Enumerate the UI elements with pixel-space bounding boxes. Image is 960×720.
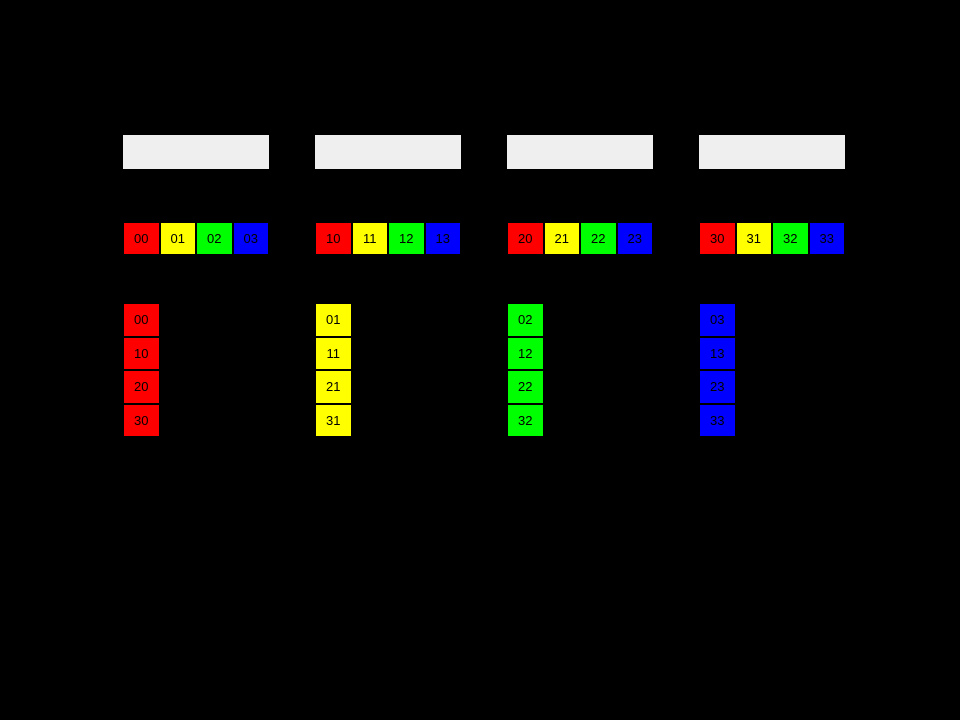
receive-buffer-column: 03 13 23 33 (699, 303, 736, 437)
receive-buffer-column: 02 12 22 32 (507, 303, 544, 437)
send-cell: 20 (507, 222, 544, 255)
send-cell: 23 (616, 222, 653, 255)
send-cell: 01 (159, 222, 196, 255)
receive-buffer-column: 00 10 20 30 (123, 303, 160, 437)
send-cell: 21 (543, 222, 580, 255)
recv-cell: 23 (699, 370, 736, 404)
send-cell: 30 (699, 222, 736, 255)
header-box (123, 135, 269, 169)
recv-cell: 20 (123, 370, 160, 404)
send-cell: 31 (735, 222, 772, 255)
receive-buffer-column: 01 11 21 31 (315, 303, 352, 437)
pe-group-0: 00 01 02 03 00 10 20 30 (123, 135, 269, 438)
recv-cell: 22 (507, 370, 544, 404)
header-box (699, 135, 845, 169)
send-buffer-row: 30 31 32 33 (699, 222, 845, 255)
send-buffer-row: 10 11 12 13 (315, 222, 461, 255)
send-cell: 22 (580, 222, 617, 255)
send-cell: 03 (232, 222, 269, 255)
recv-cell: 31 (315, 403, 352, 437)
recv-cell: 11 (315, 336, 352, 370)
send-cell: 02 (196, 222, 233, 255)
recv-cell: 21 (315, 370, 352, 404)
recv-cell: 30 (123, 403, 160, 437)
send-cell: 33 (808, 222, 845, 255)
send-cell: 10 (315, 222, 352, 255)
recv-cell: 12 (507, 336, 544, 370)
send-cell: 12 (388, 222, 425, 255)
pe-group-3: 30 31 32 33 03 13 23 33 (699, 135, 845, 438)
recv-cell: 33 (699, 403, 736, 437)
header-box (315, 135, 461, 169)
send-cell: 00 (123, 222, 160, 255)
send-cell: 32 (772, 222, 809, 255)
recv-cell: 00 (123, 303, 160, 337)
recv-cell: 10 (123, 336, 160, 370)
send-buffer-row: 20 21 22 23 (507, 222, 653, 255)
header-box (507, 135, 653, 169)
pe-group-1: 10 11 12 13 01 11 21 31 (315, 135, 461, 438)
recv-cell: 03 (699, 303, 736, 337)
recv-cell: 13 (699, 336, 736, 370)
recv-cell: 32 (507, 403, 544, 437)
send-cell: 11 (351, 222, 388, 255)
send-buffer-row: 00 01 02 03 (123, 222, 269, 255)
send-cell: 13 (424, 222, 461, 255)
pe-group-2: 20 21 22 23 02 12 22 32 (507, 135, 653, 438)
recv-cell: 01 (315, 303, 352, 337)
recv-cell: 02 (507, 303, 544, 337)
